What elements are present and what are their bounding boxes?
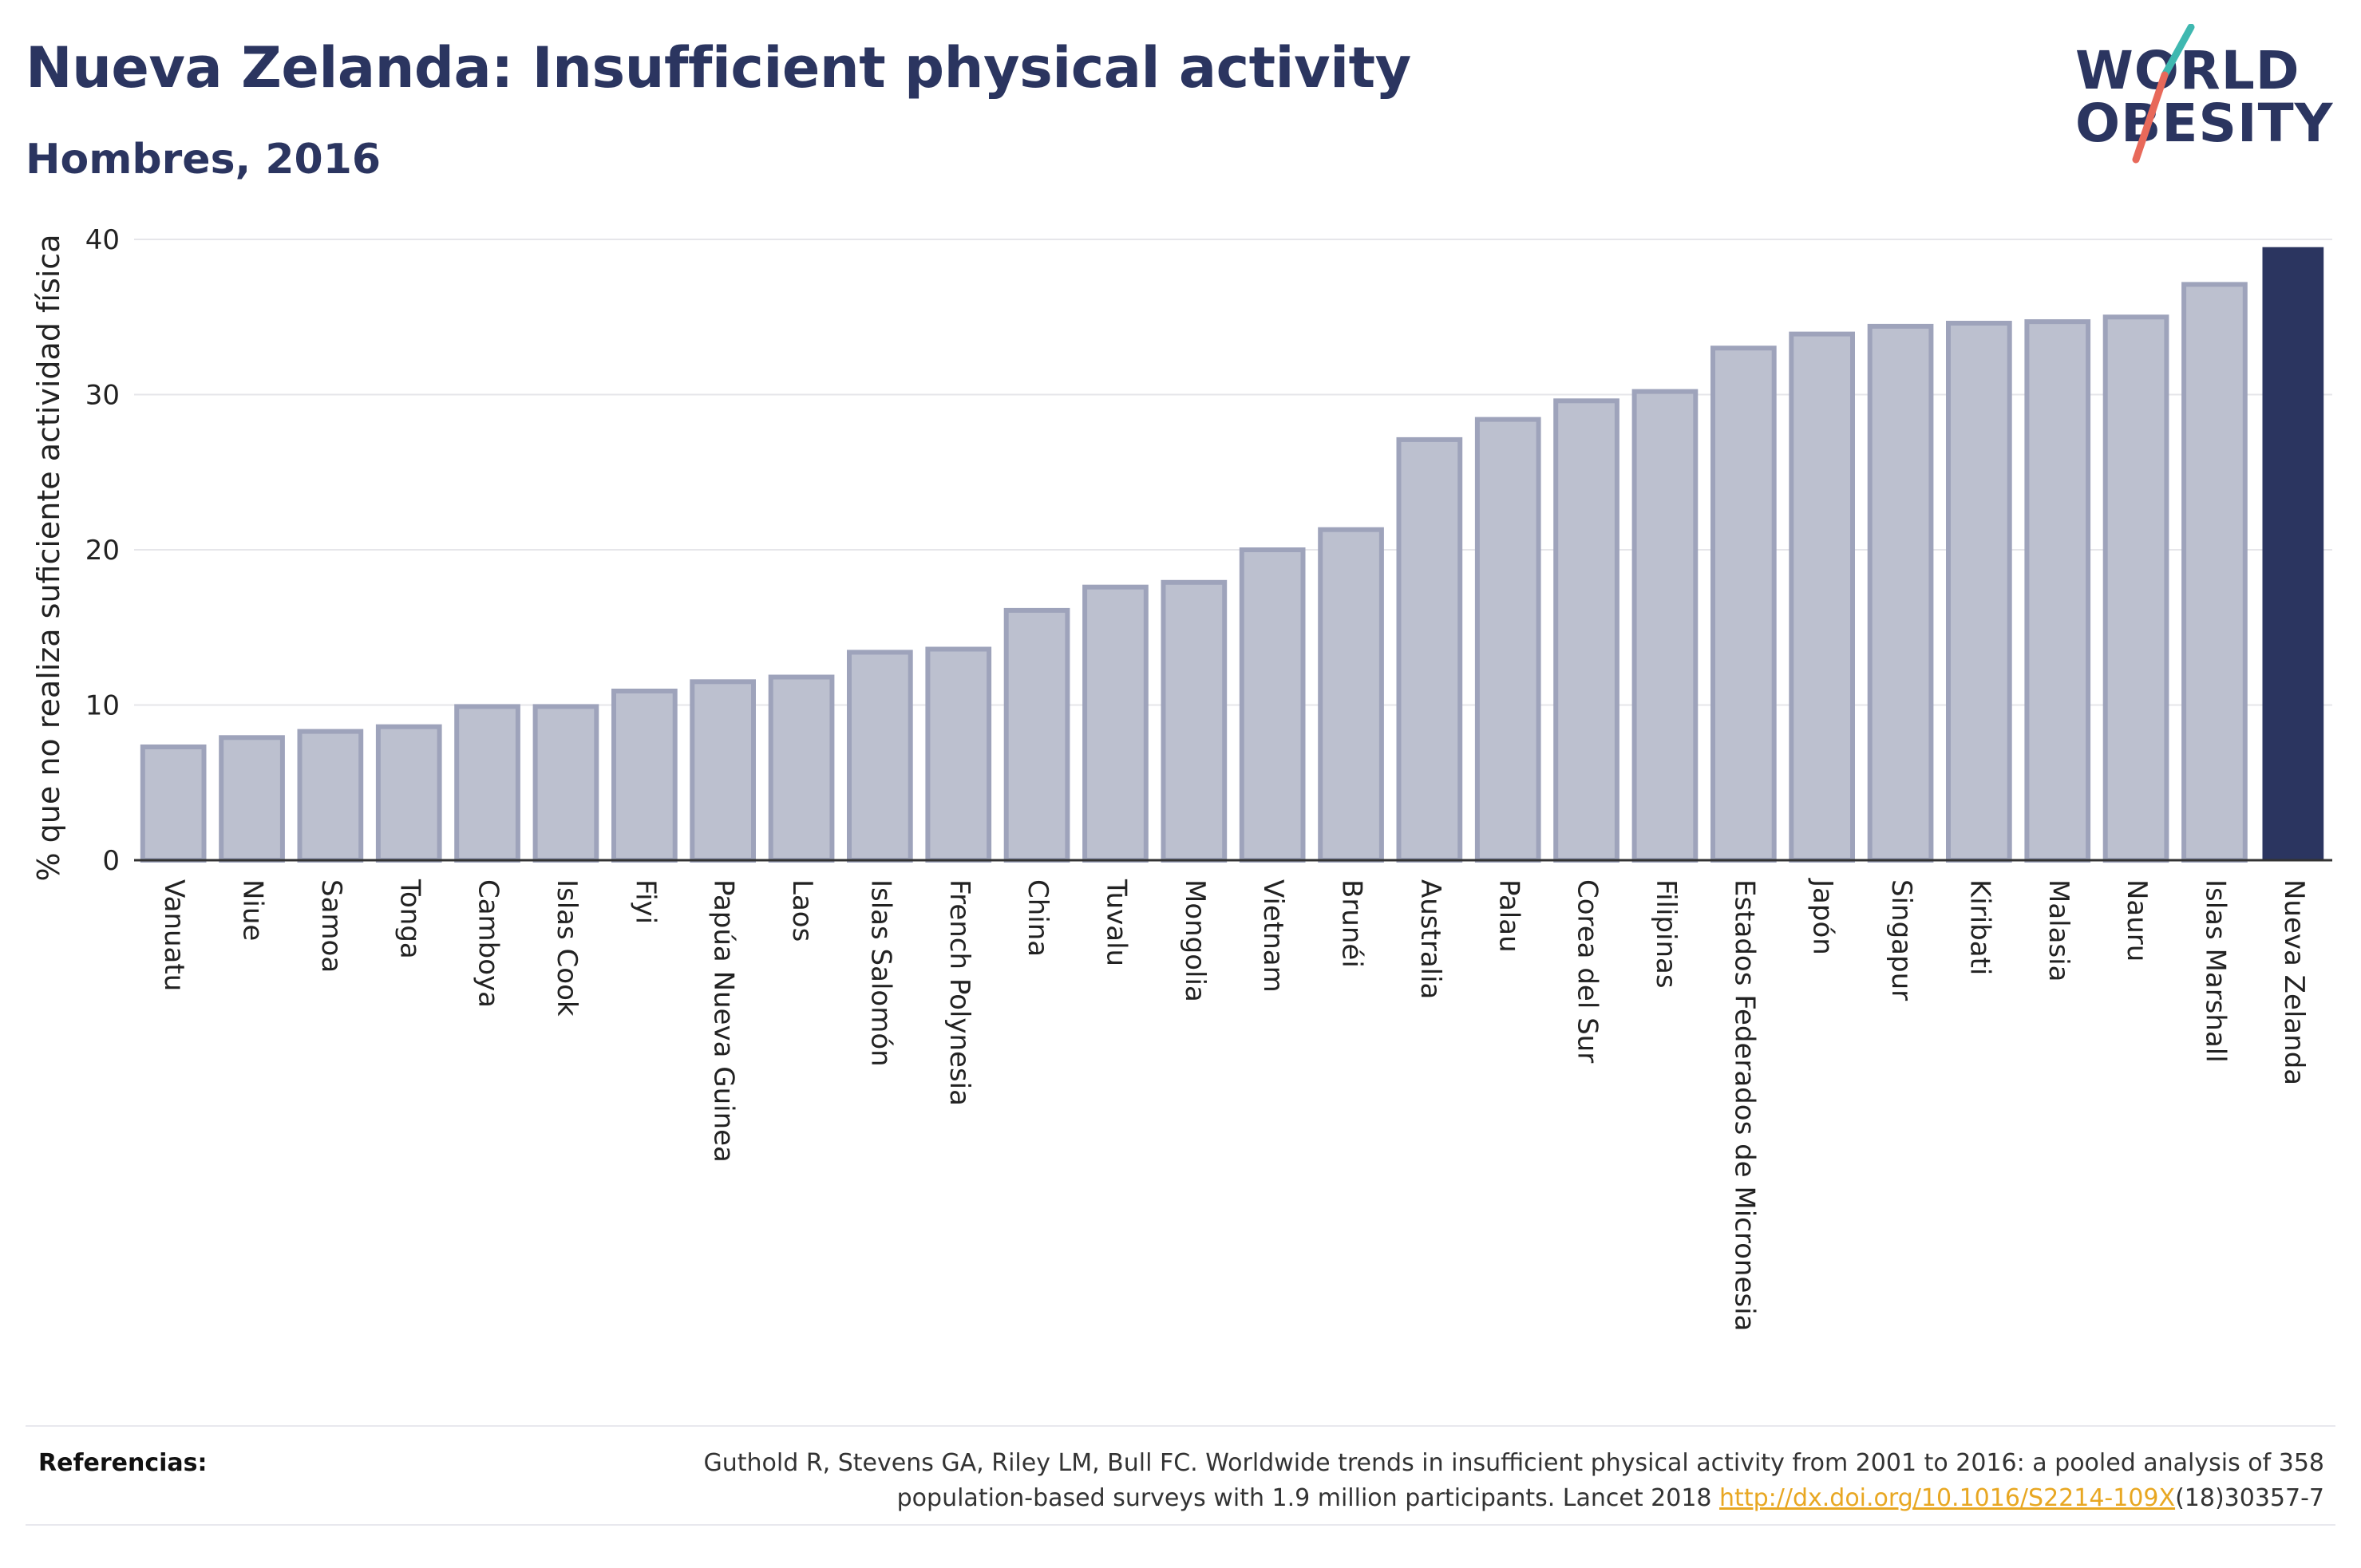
x-tick-label-china: China: [1022, 879, 1054, 957]
bar-brunei: [1318, 527, 1384, 863]
x-tick-label-samoa: Samoa: [315, 879, 347, 973]
bar-mongolia: [1161, 579, 1228, 863]
y-tick-label-10: 10: [85, 690, 120, 722]
x-tick-label-tonga: Tonga: [394, 879, 425, 959]
x-tick-label-brunei: Brunéi: [1336, 879, 1368, 968]
references-doi-link[interactable]: http://dx.doi.org/10.1016/S2214-109X: [1719, 1484, 2176, 1512]
x-tick-label-fiyi: Fiyi: [629, 879, 661, 924]
bar-nauru: [2102, 314, 2169, 863]
bar-corea-del-sur: [1553, 398, 1619, 863]
chart-title: Nueva Zelanda: Insufficient physical act…: [26, 35, 1411, 101]
bar-fiyi: [611, 689, 678, 863]
bar-filipinas: [1631, 389, 1699, 863]
x-tick-label-tuvalu: Tuvalu: [1100, 879, 1132, 966]
x-tick-label-islas-cook: Islas Cook: [551, 879, 583, 1017]
divider-top: [26, 1425, 2335, 1427]
bar-australia: [1396, 436, 1463, 863]
x-tick-label-niue: Niue: [237, 879, 269, 941]
references-label: Referencias:: [38, 1449, 208, 1477]
bar-french-polynesia: [925, 646, 992, 863]
bar-chart: 0 10 20 30 40 Vanuatu Niue Samoa Tonga Camboya Isl…: [31, 224, 2332, 1331]
world-obesity-logo: WORLD OBESITY: [2075, 24, 2347, 168]
x-tick-label-malasia: Malasia: [2043, 879, 2074, 981]
y-axis-title: % que no realiza suficiente actividad fí…: [31, 235, 66, 882]
x-tick-label-nauru: Nauru: [2121, 879, 2153, 962]
x-tick-label-papua-nueva-guinea: Papúa Nueva Guinea: [708, 879, 740, 1163]
bar-tuvalu: [1082, 584, 1149, 863]
x-tick-label-kiribati: Kiribati: [1964, 879, 1995, 975]
references-citation: Guthold R, Stevens GA, Riley LM, Bull FC…: [703, 1449, 2324, 1512]
x-tick-label-japon: Japón: [1807, 878, 1839, 955]
y-tick-label-20: 20: [85, 535, 120, 567]
bar-estados-federados-de-micronesia: [1710, 346, 1777, 863]
x-tick-label-estados-federados-de-micronesia: Estados Federados de Micronesia: [1728, 879, 1760, 1331]
x-tick-label-palau: Palau: [1493, 879, 1525, 953]
x-tick-label-camboya: Camboya: [473, 879, 504, 1008]
logo-word-obesity: OBESITY: [2075, 93, 2334, 154]
x-tick-label-australia: Australia: [1414, 879, 1446, 999]
bar-islas-cook: [532, 704, 599, 863]
bar-vanuatu: [140, 745, 207, 863]
bar-camboya: [454, 704, 520, 863]
bar-china: [1003, 607, 1070, 863]
bar-singapur: [1867, 323, 1934, 863]
bar-niue: [219, 735, 285, 863]
x-tick-label-french-polynesia: French Polynesia: [943, 879, 975, 1106]
bar-kiribati: [1946, 321, 2012, 863]
bar-malasia: [2024, 319, 2091, 863]
x-tick-label-singapur: Singapur: [1885, 879, 1917, 1001]
x-tick-label-corea-del-sur: Corea del Sur: [1572, 879, 1604, 1063]
y-tick-label-30: 30: [85, 380, 120, 412]
y-tick-label-40: 40: [85, 224, 120, 256]
x-tick-label-mongolia: Mongolia: [1179, 879, 1211, 1002]
bar-islas-salomon: [847, 650, 913, 863]
bar-laos: [768, 674, 835, 863]
x-tick-label-filipinas: Filipinas: [1650, 879, 1682, 989]
logo-slash-icon: [2132, 24, 2195, 164]
bar-islas-marshall: [2181, 282, 2248, 863]
bar-japon: [1789, 331, 1856, 863]
bar-papua-nueva-guinea: [690, 679, 756, 863]
chart-subtitle: Hombres, 2016: [26, 136, 382, 184]
references-citation-suffix: (18)30357-7: [2175, 1484, 2324, 1512]
bar-samoa: [297, 729, 364, 863]
x-tick-label-islas-marshall: Islas Marshall: [2199, 879, 2231, 1063]
x-tick-label-islas-salomon: Islas Salomón: [864, 879, 896, 1067]
y-tick-label-0: 0: [102, 845, 120, 877]
x-tick-label-vietnam: Vietnam: [1257, 879, 1289, 993]
x-tick-label-laos: Laos: [786, 879, 818, 942]
bar-vietnam: [1239, 547, 1306, 863]
x-tick-label-nueva-zelanda: Nueva Zelanda: [2278, 879, 2310, 1085]
bar-palau: [1474, 417, 1541, 863]
x-tick-label-vanuatu: Vanuatu: [158, 879, 190, 991]
bar-tonga: [375, 724, 442, 863]
references-text: Guthold R, Stevens GA, Riley LM, Bull FC…: [568, 1446, 2324, 1516]
logo-word-world: WORLD: [2075, 40, 2300, 101]
bar-nueva-zelanda: [2262, 247, 2324, 860]
divider-bottom: [26, 1524, 2335, 1526]
